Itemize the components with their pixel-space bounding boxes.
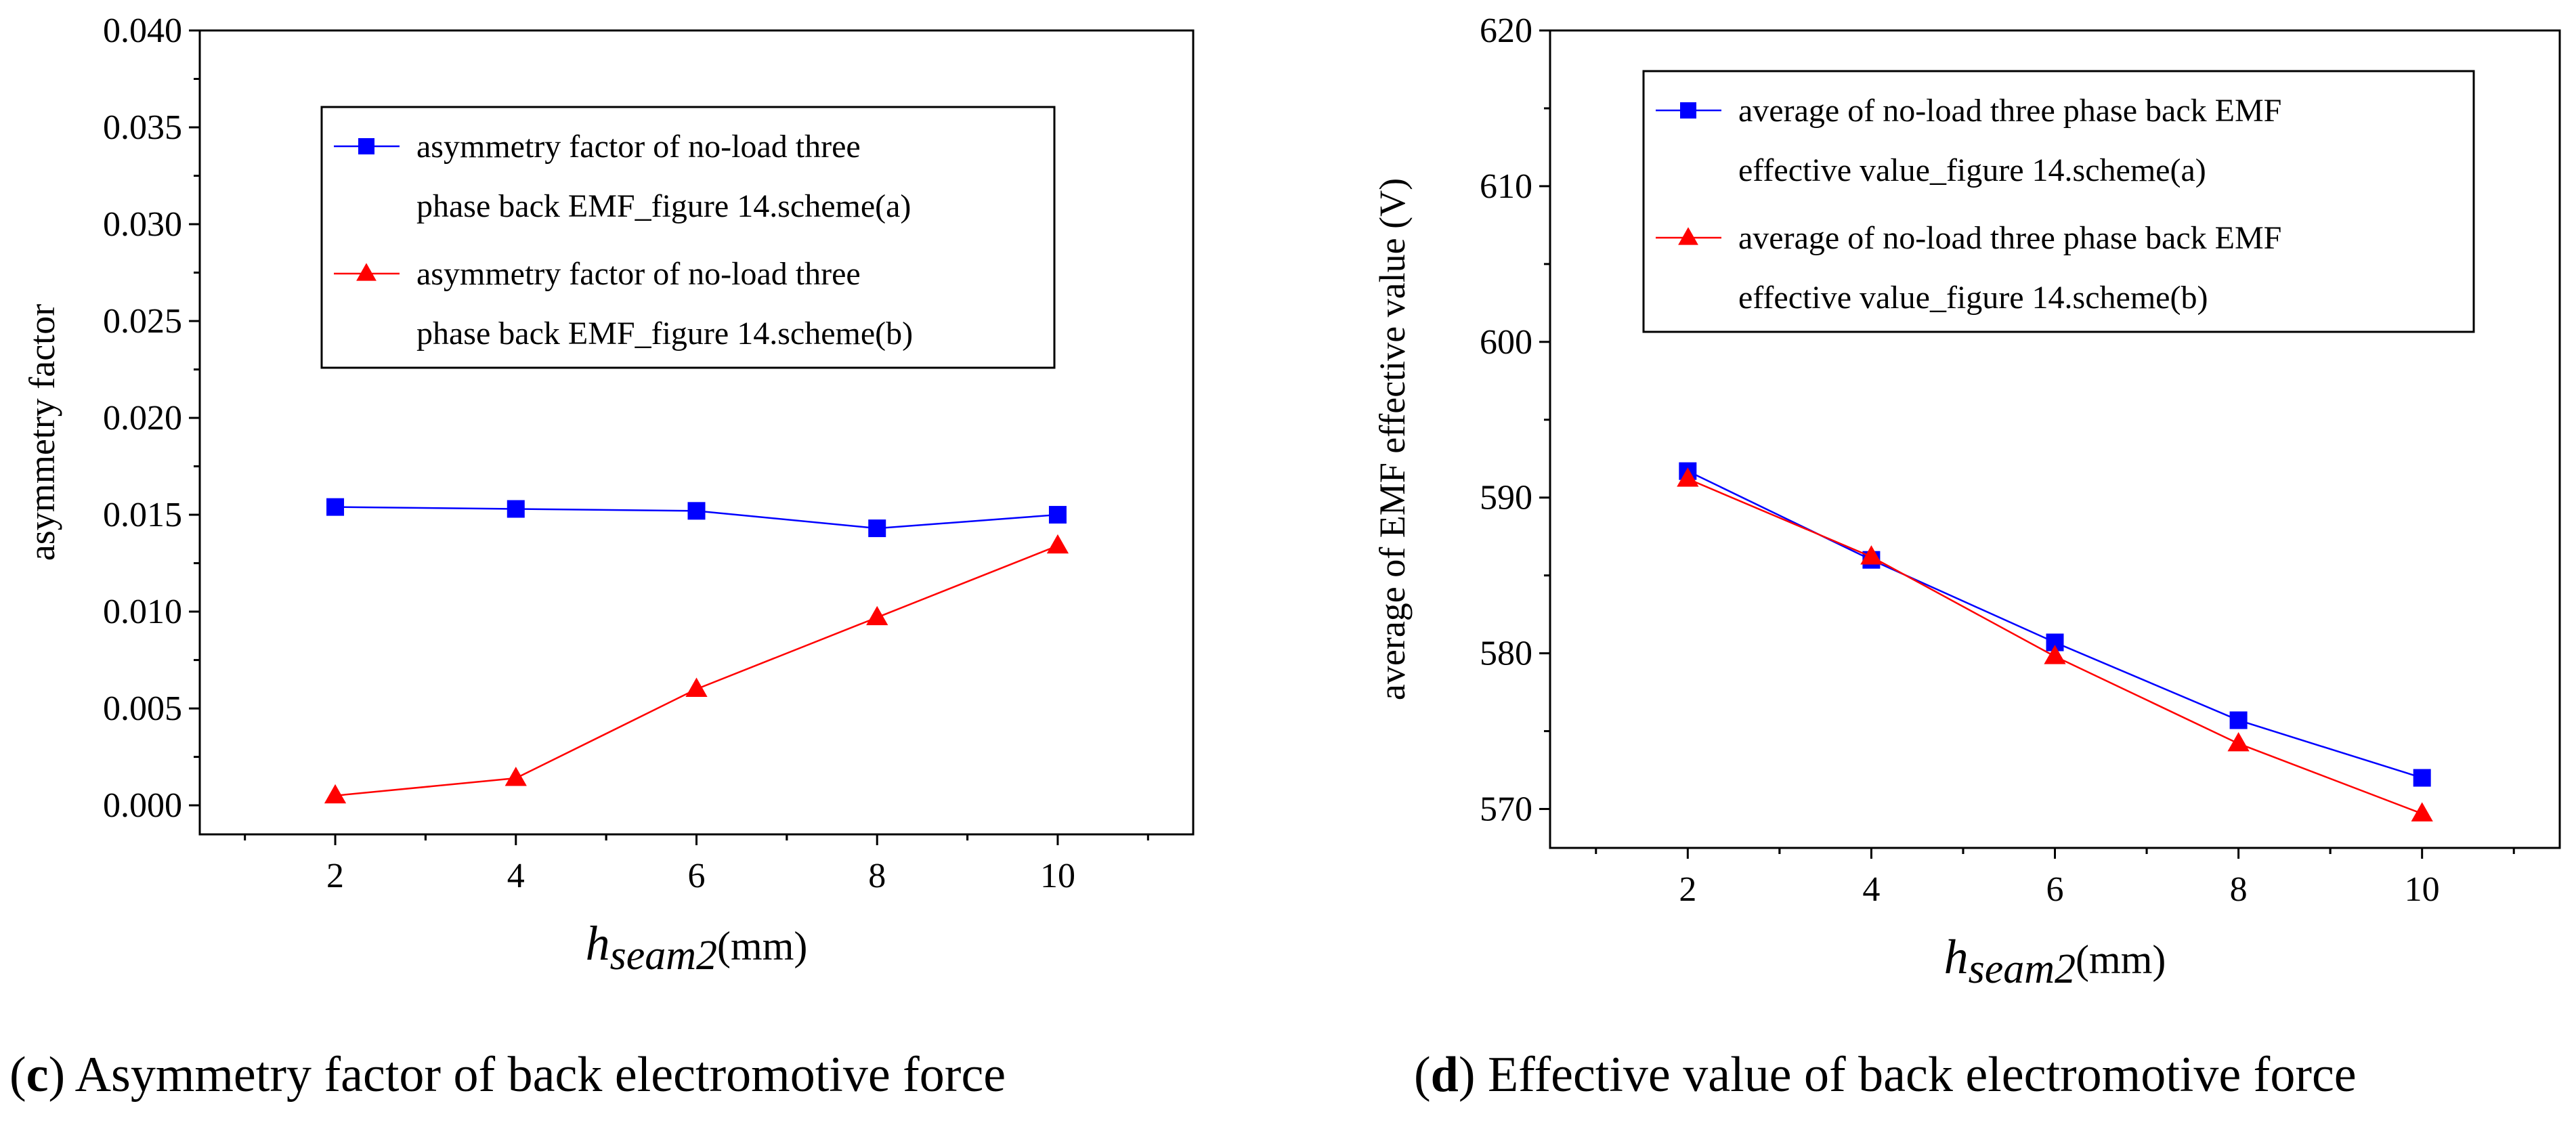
data-point	[1048, 506, 1067, 524]
data-point	[1860, 545, 1883, 565]
data-point	[1677, 467, 1699, 487]
y-tick-label: 0.025	[103, 302, 182, 341]
data-point	[866, 605, 888, 626]
y-tick-label: 0.030	[103, 205, 182, 244]
data-point	[505, 767, 527, 786]
legend-marker	[1678, 227, 1698, 245]
data-point	[2044, 645, 2066, 664]
data-point	[507, 500, 525, 518]
y-tick-label: 580	[1480, 635, 1532, 673]
x-tick-label: 10	[1040, 857, 1075, 895]
y-tick-label: 0.035	[103, 108, 182, 147]
x-tick-label: 10	[2405, 870, 2440, 909]
x-tick-label: 6	[688, 857, 706, 895]
y-tick-label: 0.005	[103, 689, 182, 728]
chart-d: 570 580 590 600 610 620 2 4 6 8 10 average of EMF e…	[1372, 12, 2561, 992]
series-a	[1679, 462, 2431, 787]
y-axis-label: average of EMF effective value (V)	[1372, 178, 1413, 700]
legend-box	[1642, 70, 2475, 333]
y-tick-label: 0.015	[103, 496, 182, 534]
series-line	[335, 545, 1058, 797]
data-point	[868, 519, 886, 538]
x-axis-label: hseam2(mm)	[1944, 930, 2166, 992]
legend-marker	[358, 138, 374, 154]
legend-label: average of no-load three phase back EMF	[1738, 93, 2281, 129]
x-tick-label: 6	[2046, 870, 2064, 909]
y-tick-label: 0.010	[103, 593, 182, 631]
x-tick-label: 8	[2230, 870, 2248, 909]
series-b	[324, 534, 1069, 804]
caption-c: (c) Asymmetry factor of back electromoti…	[9, 1047, 1006, 1103]
y-tick-label: 0.040	[103, 12, 182, 50]
legend: average of no-load three phase back EMF e…	[1642, 70, 2475, 333]
series-line	[1687, 470, 2423, 779]
data-point	[2413, 769, 2431, 787]
y-tick-label: 600	[1480, 323, 1532, 362]
legend-label: effective value_figure 14.scheme(b)	[1738, 280, 2208, 316]
series-b	[1677, 467, 2433, 821]
data-point	[326, 498, 345, 516]
data-point	[2227, 732, 2250, 752]
caption-d: (d) Effective value of back electromotiv…	[1414, 1047, 2357, 1103]
y-tick-label: 610	[1480, 167, 1532, 206]
data-point	[685, 677, 708, 697]
data-point	[1046, 534, 1069, 554]
legend-box	[320, 106, 1056, 369]
y-tick-label: 570	[1480, 790, 1532, 829]
legend-label: average of no-load three phase back EMF	[1738, 220, 2281, 256]
y-tick-label: 0.000	[103, 786, 182, 825]
data-point	[2229, 711, 2248, 729]
x-tick-label: 2	[326, 857, 344, 895]
x-tick-label: 4	[507, 857, 525, 895]
data-point	[324, 784, 347, 804]
x-tick-label: 2	[1679, 870, 1696, 909]
x-tick-label: 8	[868, 857, 886, 895]
legend-label: phase back EMF_figure 14.scheme(a)	[416, 188, 911, 224]
x-tick-label: 4	[1862, 870, 1880, 909]
y-tick-label: 0.020	[103, 399, 182, 438]
legend-marker	[356, 263, 377, 281]
y-tick-label: 620	[1480, 12, 1532, 50]
legend-label: asymmetry factor of no-load three	[416, 129, 861, 165]
legend-marker	[1680, 102, 1696, 119]
x-axis-label: hseam2(mm)	[586, 916, 808, 979]
y-tick-label: 590	[1480, 479, 1532, 517]
legend-label: effective value_figure 14.scheme(a)	[1738, 152, 2206, 188]
legend-label: asymmetry factor of no-load three	[416, 256, 861, 292]
series-a	[326, 498, 1067, 538]
chart-c: 0.000 0.005 0.010 0.015 0.020 0.025 0.030 0.035…	[22, 12, 1195, 979]
legend: asymmetry factor of no-load three phase b…	[320, 106, 1056, 369]
legend-label: phase back EMF_figure 14.scheme(b)	[416, 316, 913, 351]
data-point	[2411, 802, 2433, 821]
data-point	[687, 502, 706, 520]
y-axis-label: asymmetry factor	[22, 304, 62, 561]
